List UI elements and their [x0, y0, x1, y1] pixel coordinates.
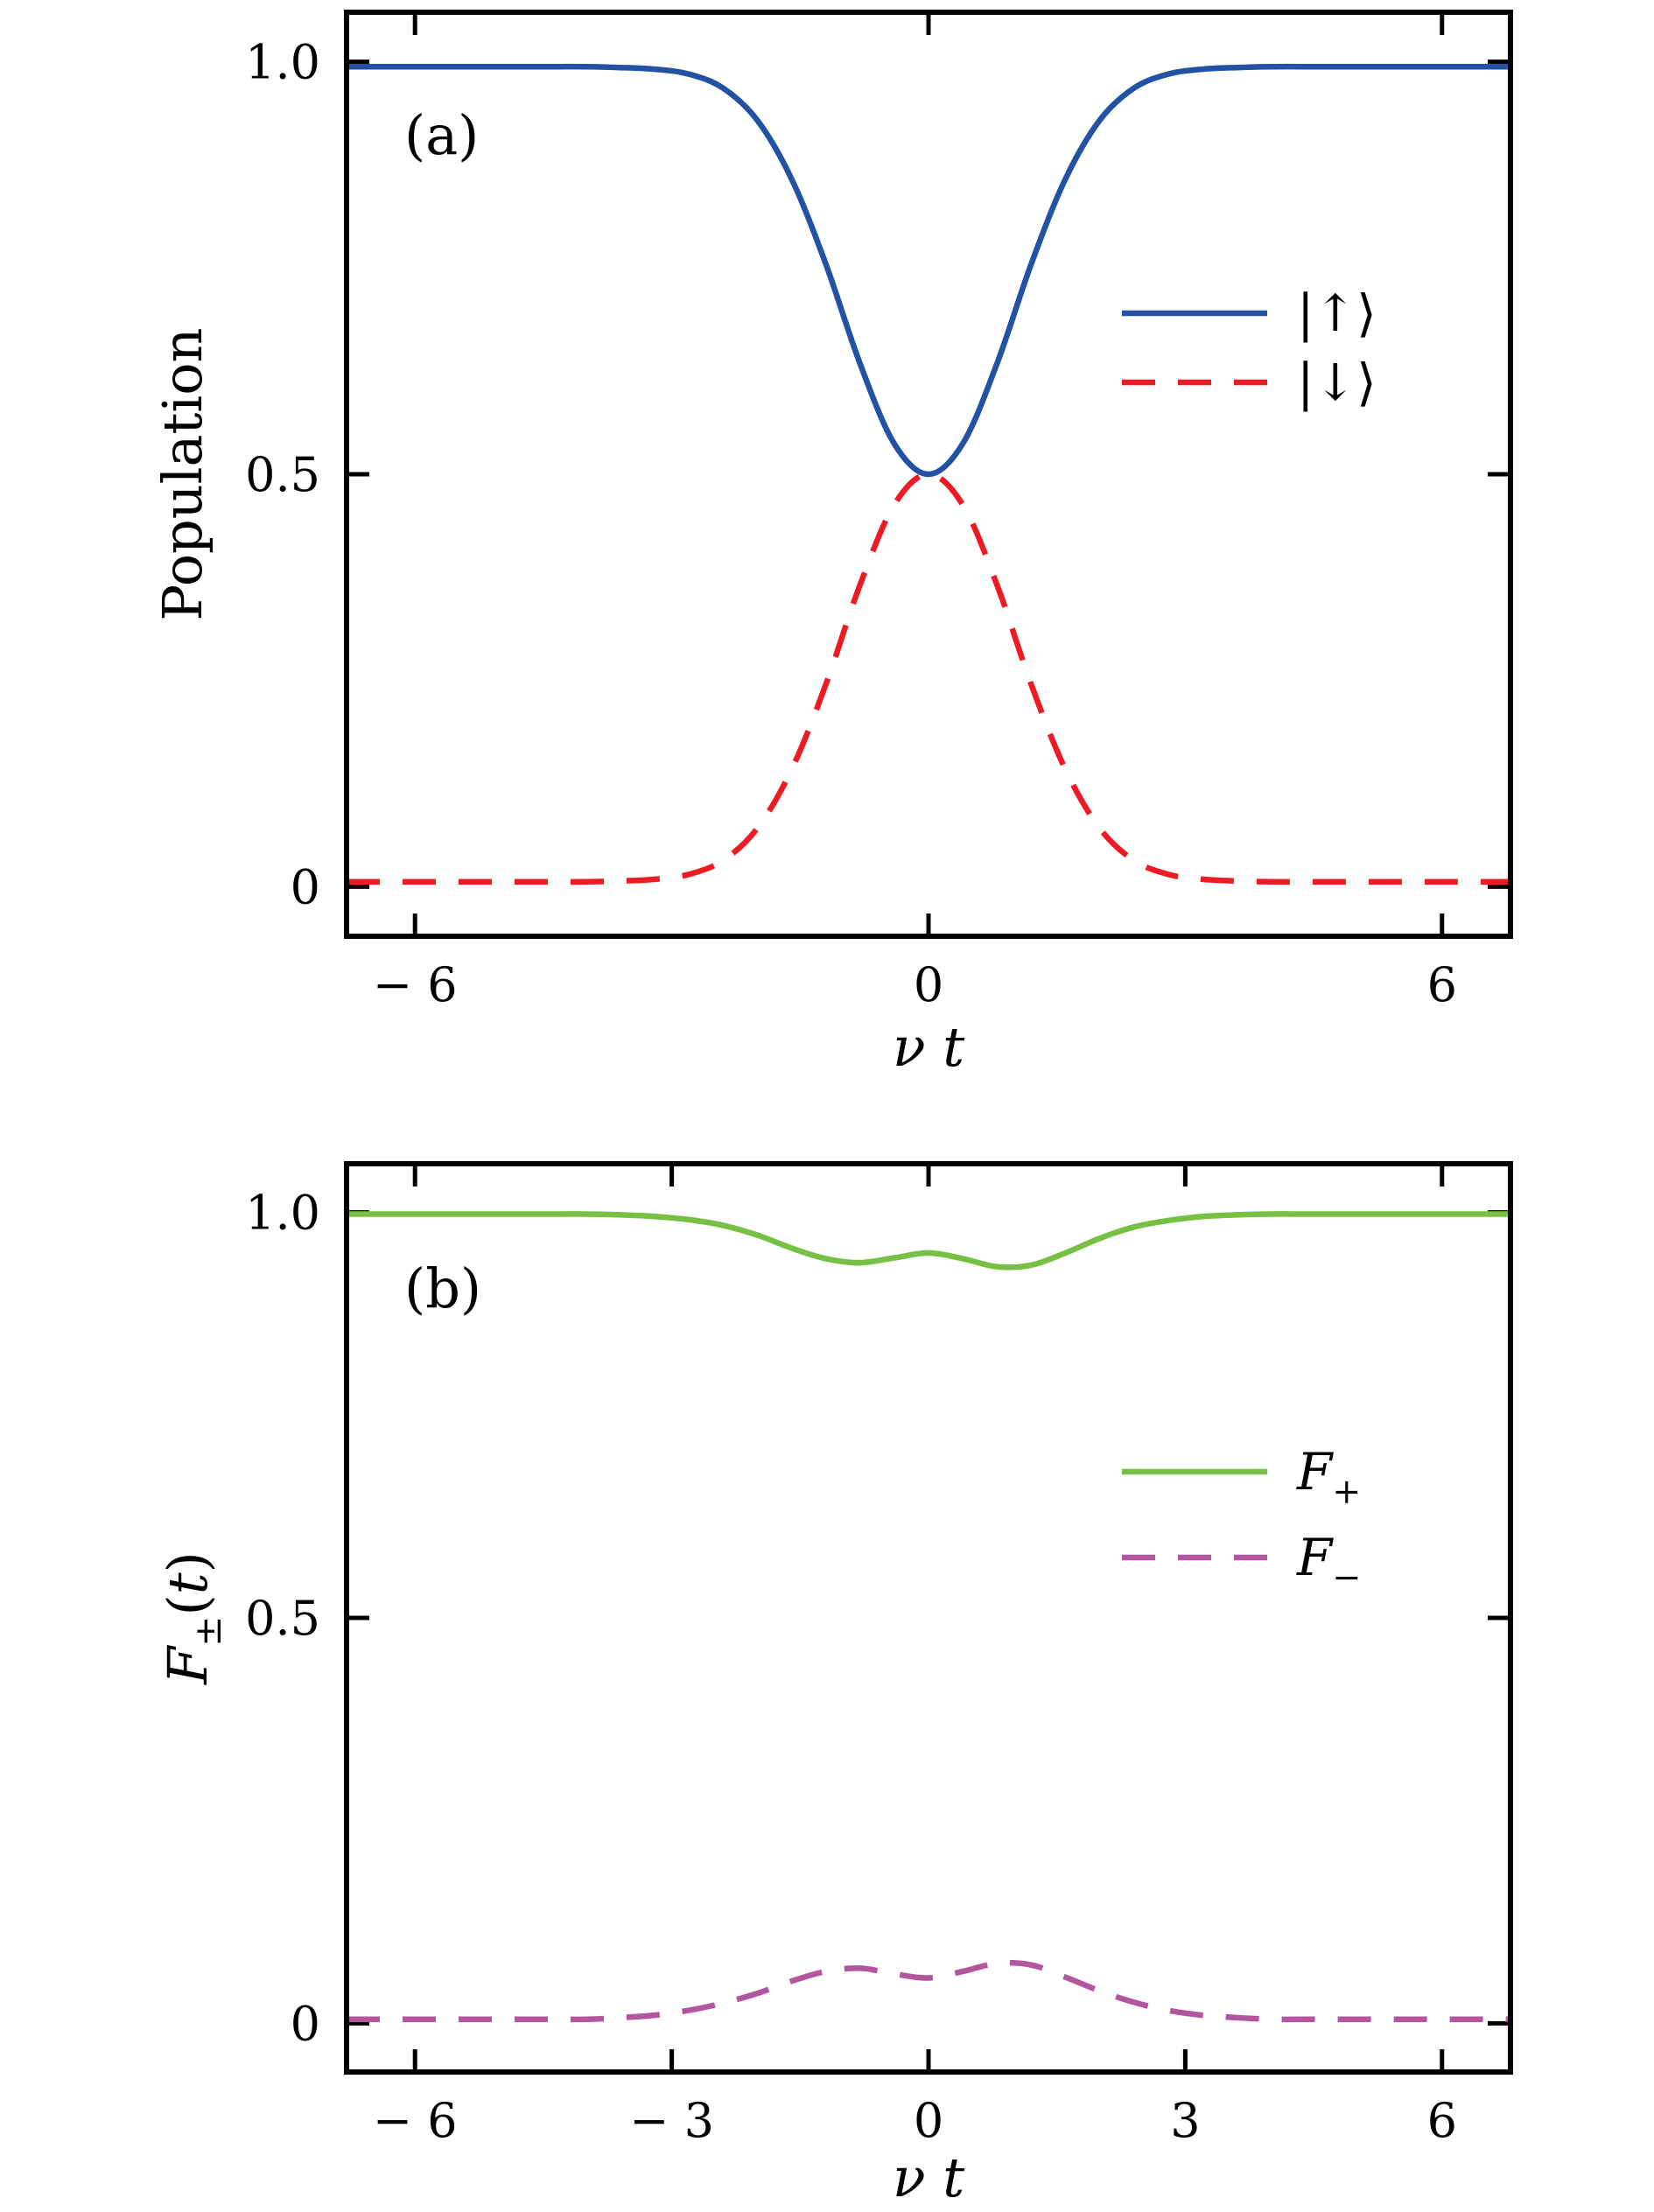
series-fidelity-plus	[346, 1211, 1510, 1270]
x-tick-label: 0	[914, 957, 943, 1012]
x-axis-label: ν t	[893, 1015, 964, 1079]
x-tick-label: 3	[1170, 2093, 1200, 2148]
series-fidelity-minus	[347, 1959, 1510, 2023]
y-tick-label: 0	[291, 859, 320, 914]
x-tick-label: 6	[1427, 957, 1457, 1012]
plot-frame	[344, 10, 1513, 939]
y-tick-label: 1.0	[245, 1186, 320, 1241]
x-tick-label: − 6	[373, 2093, 458, 2148]
panel-tag: (b)	[404, 1256, 481, 1320]
y-axis-label: F±(t)	[156, 1551, 229, 1685]
legend-label-fidelity-minus: F−	[1296, 1528, 1361, 1598]
chart-panel-a: − 6 0 6 0 0.5 1.0 ν t Population (a) |↑⟩ |↓⟩	[151, 10, 1513, 1079]
chart-panel-b: − 6 − 3 0 3 6 0 0.5 1.0 ν t F±(t) (b) F+ F−	[156, 1161, 1513, 2209]
legend-label-spin-up: |↑⟩	[1297, 284, 1377, 343]
y-tick-label: 1.0	[245, 35, 320, 90]
y-tick-label: 0	[291, 1996, 320, 2051]
x-tick-label: 6	[1427, 2093, 1457, 2148]
x-axis-label: ν t	[893, 2146, 964, 2209]
x-tick-label: 0	[914, 2093, 943, 2148]
plot-frame	[344, 1161, 1513, 2075]
panel-tag: (a)	[404, 103, 479, 167]
y-tick-label: 0.5	[245, 1591, 320, 1646]
series-spin-up	[347, 63, 1510, 478]
legend-label-fidelity-plus: F+	[1296, 1442, 1361, 1512]
x-tick-label: − 3	[629, 2093, 714, 2148]
legend-label-spin-down: |↓⟩	[1297, 353, 1377, 412]
series-spin-down	[346, 471, 1510, 886]
x-tick-label: − 6	[373, 957, 458, 1012]
y-axis-label: Population	[151, 328, 214, 621]
y-tick-label: 0.5	[245, 447, 320, 502]
